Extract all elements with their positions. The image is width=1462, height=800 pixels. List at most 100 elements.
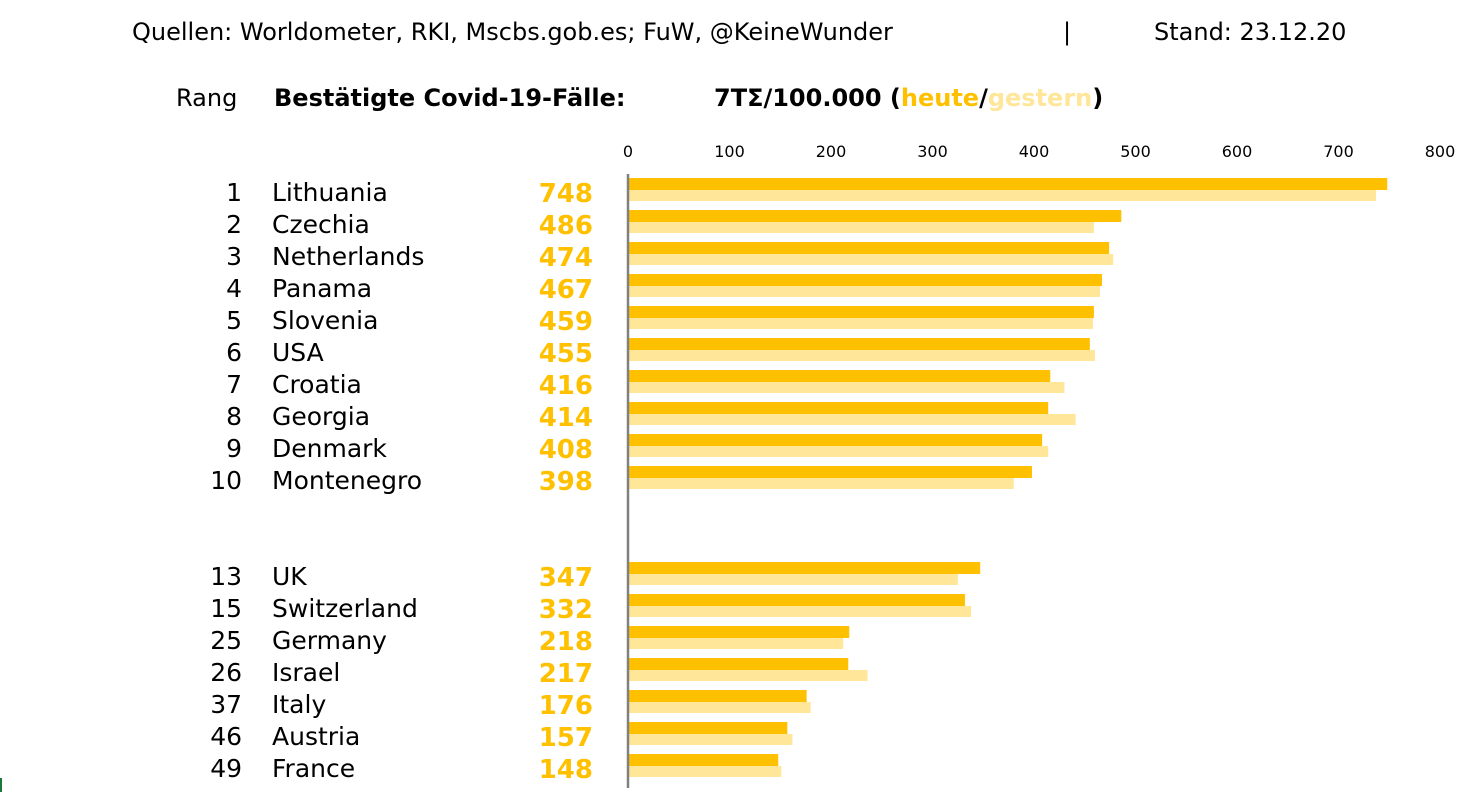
rank-label: 49	[210, 754, 242, 783]
rank-label: 15	[210, 594, 242, 623]
country-label: Panama	[272, 274, 372, 303]
country-label: Austria	[272, 722, 360, 751]
bar-yesterday	[628, 766, 782, 777]
rank-label: 3	[226, 242, 242, 271]
sources-separator: |	[1063, 18, 1072, 46]
value-label: 474	[539, 243, 593, 273]
value-label: 414	[539, 403, 593, 433]
rank-label: 2	[226, 210, 242, 239]
bar-yesterday	[628, 382, 1065, 393]
bar-yesterday	[628, 318, 1093, 329]
rank-label: 1	[226, 178, 242, 207]
rank-label: 25	[210, 626, 242, 655]
bar-today	[628, 594, 965, 606]
country-label: Germany	[272, 626, 387, 655]
bar-today	[628, 242, 1110, 254]
value-label: 455	[539, 339, 593, 369]
bar-yesterday	[628, 190, 1377, 201]
bar-today	[628, 626, 850, 638]
value-label: 398	[539, 467, 593, 497]
rank-label: 8	[226, 402, 242, 431]
rank-label: 37	[210, 690, 242, 719]
value-label: 347	[539, 563, 593, 593]
bar-yesterday	[628, 222, 1094, 233]
bar-yesterday	[628, 606, 972, 617]
chart-title: Bestätigte Covid-19-Fälle:	[274, 84, 626, 112]
rank-label: 5	[226, 306, 242, 335]
rank-label: 26	[210, 658, 242, 687]
bar-today	[628, 274, 1103, 286]
bar-yesterday	[628, 254, 1114, 265]
bar-today	[628, 338, 1090, 350]
bar-today	[628, 434, 1043, 446]
bar-today	[628, 370, 1051, 382]
country-label: Croatia	[272, 370, 362, 399]
metric-suffix: )	[1092, 84, 1104, 112]
value-label: 157	[539, 723, 593, 753]
bar-yesterday	[628, 702, 811, 713]
value-label: 459	[539, 307, 593, 337]
sources-line: Quellen: Worldometer, RKI, Mscbs.gob.es;…	[0, 18, 1462, 50]
sources-text: Quellen: Worldometer, RKI, Mscbs.gob.es;…	[132, 18, 893, 46]
bar-yesterday	[628, 574, 958, 585]
rank-header: Rang	[176, 84, 238, 112]
bar-today	[628, 466, 1032, 478]
rank-label: 4	[226, 274, 242, 303]
x-tick-label: 800	[1425, 142, 1456, 161]
rank-label: 7	[226, 370, 242, 399]
value-label: 218	[539, 627, 593, 657]
country-label: Netherlands	[272, 242, 424, 271]
country-label: Italy	[272, 690, 326, 719]
bar-today	[628, 658, 849, 670]
legend-slash: /	[979, 84, 988, 112]
bar-yesterday	[628, 478, 1014, 489]
x-tick-label: 200	[816, 142, 847, 161]
x-tick-label: 500	[1120, 142, 1151, 161]
bar-yesterday	[628, 638, 844, 649]
bar-yesterday	[628, 286, 1100, 297]
country-label: Switzerland	[272, 594, 418, 623]
x-tick-label: 700	[1323, 142, 1354, 161]
country-label: Denmark	[272, 434, 387, 463]
country-label: UK	[272, 562, 307, 591]
value-label: 416	[539, 371, 593, 401]
x-tick-label: 0	[623, 142, 633, 161]
legend-today: heute	[900, 84, 980, 112]
value-label: 176	[539, 691, 593, 721]
value-label: 332	[539, 595, 593, 625]
country-label: Montenegro	[272, 466, 422, 495]
metric-title: 7TΣ/100.000 (heute/gestern)	[714, 84, 1103, 112]
value-label: 467	[539, 275, 593, 305]
bar-today	[628, 210, 1122, 222]
bar-yesterday	[628, 350, 1095, 361]
x-tick-label: 300	[917, 142, 948, 161]
legend-yesterday: gestern	[987, 84, 1093, 112]
country-label: France	[272, 754, 355, 783]
rank-label: 6	[226, 338, 242, 367]
value-label: 217	[539, 659, 593, 689]
value-label: 748	[539, 179, 593, 209]
chart-header: Rang Bestätigte Covid-19-Fälle: 7TΣ/100.…	[0, 84, 1462, 118]
bar-yesterday	[628, 414, 1076, 425]
country-label: Israel	[272, 658, 340, 687]
country-label: Lithuania	[272, 178, 388, 207]
country-label: Georgia	[272, 402, 370, 431]
country-label: Slovenia	[272, 306, 378, 335]
bar-today	[628, 178, 1388, 190]
bar-today	[628, 402, 1049, 414]
x-tick-label: 100	[714, 142, 745, 161]
bar-today	[628, 306, 1094, 318]
value-label: 486	[539, 211, 593, 241]
value-label: 408	[539, 435, 593, 465]
bar-yesterday	[628, 670, 868, 681]
rank-label: 9	[226, 434, 242, 463]
bar-yesterday	[628, 446, 1049, 457]
bar-today	[628, 722, 788, 734]
bar-today	[628, 754, 779, 766]
country-label: USA	[272, 338, 324, 367]
bar-today	[628, 690, 807, 702]
rank-label: 10	[210, 466, 242, 495]
rank-label: 46	[210, 722, 242, 751]
bar-today	[628, 562, 981, 574]
